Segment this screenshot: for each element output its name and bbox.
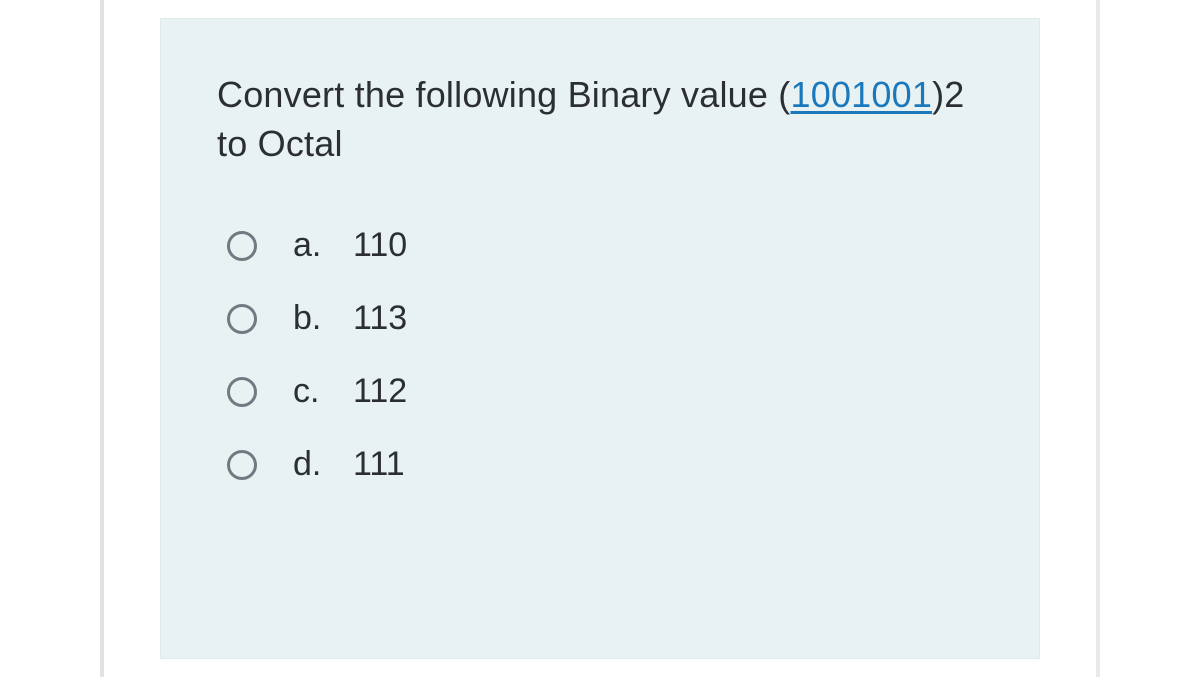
option-c[interactable]: c. 112 — [227, 372, 983, 411]
option-b[interactable]: b. 113 — [227, 299, 983, 338]
question-text: Convert the following Binary value (1001… — [217, 71, 983, 168]
right-frame-border — [1096, 0, 1100, 677]
option-value: 112 — [353, 372, 407, 411]
option-letter: b. — [293, 299, 353, 338]
question-prefix: Convert the following Binary value — [217, 74, 778, 115]
option-letter: a. — [293, 226, 353, 265]
radio-icon[interactable] — [227, 377, 257, 407]
radio-icon[interactable] — [227, 231, 257, 261]
option-letter: c. — [293, 372, 353, 411]
base-subscript: 2 — [944, 74, 964, 115]
option-d[interactable]: d. 111 — [227, 445, 983, 484]
radio-icon[interactable] — [227, 304, 257, 334]
option-value: 113 — [353, 299, 407, 338]
binary-link[interactable]: 1001001 — [791, 74, 933, 115]
option-letter: d. — [293, 445, 353, 484]
radio-icon[interactable] — [227, 450, 257, 480]
question-card: Convert the following Binary value (1001… — [160, 18, 1040, 659]
option-value: 111 — [353, 445, 405, 484]
paren-open: ( — [778, 74, 790, 115]
question-suffix: to Octal — [217, 123, 343, 164]
page-container: Convert the following Binary value (1001… — [0, 0, 1200, 685]
option-a[interactable]: a. 110 — [227, 226, 983, 265]
option-value: 110 — [353, 226, 407, 265]
options-group: a. 110 b. 113 c. 112 d. 111 — [217, 226, 983, 484]
paren-close: ) — [932, 74, 944, 115]
left-frame-border — [100, 0, 104, 677]
